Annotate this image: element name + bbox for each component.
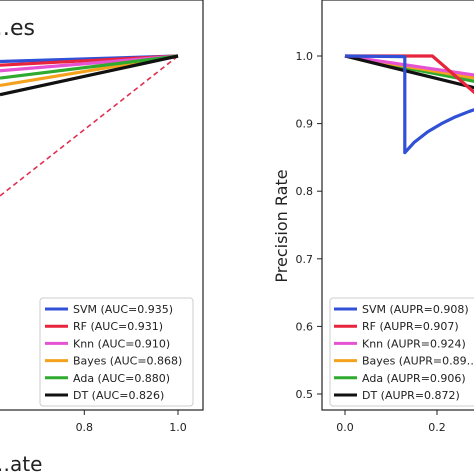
pr-y-tick-label: 1.0 xyxy=(296,50,314,63)
pr-y-tick-label: 0.8 xyxy=(296,185,314,198)
roc-legend-label-bayes: Bayes (AUC=0.868) xyxy=(73,355,182,368)
pr-y-ticks: 0.5 0.6 0.7 0.8 0.9 1.0 xyxy=(296,50,322,401)
roc-legend-label-dt: DT (AUC=0.826) xyxy=(73,389,164,402)
pr-legend-box xyxy=(329,297,474,407)
roc-legend-label-rf: RF (AUC=0.931) xyxy=(73,320,163,333)
roc-legend-box xyxy=(39,297,194,407)
pr-legend-label-knn: Knn (AUPR=0.924) xyxy=(362,337,466,350)
pr-y-tick-label: 0.6 xyxy=(296,320,314,333)
pr-x-ticks: 0.0 0.2 xyxy=(336,410,446,434)
pr-x-tick-label: 0.2 xyxy=(428,421,446,434)
roc-title: …es xyxy=(0,16,35,41)
pr-plot-area xyxy=(344,54,474,155)
roc-legend: SVM (AUC=0.935) RF (AUC=0.931) Knn (AUC=0.… xyxy=(39,297,194,407)
pr-legend-label-bayes: Bayes (AUPR=0.89… xyxy=(362,355,474,368)
pr-legend: SVM (AUPR=0.908) RF (AUPR=0.907) Knn (AUPR… xyxy=(329,297,474,407)
pr-x-tick-label: 0.0 xyxy=(336,421,354,434)
pr-legend-label-dt: DT (AUPR=0.872) xyxy=(362,389,460,402)
pr-line-svm xyxy=(344,54,474,155)
pr-y-axis-label: Precision Rate xyxy=(272,169,291,282)
roc-plot-area xyxy=(0,54,179,197)
pr-legend-label-svm: SVM (AUPR=0.908) xyxy=(362,303,469,316)
roc-legend-label-ada: Ada (AUC=0.880) xyxy=(73,372,170,385)
pr-legend-label-rf: RF (AUPR=0.907) xyxy=(362,320,459,333)
roc-x-tick-label: 0.8 xyxy=(76,421,94,434)
roc-x-tick-label: 1.0 xyxy=(169,421,187,434)
roc-chance-line xyxy=(0,55,179,197)
roc-line-ada xyxy=(0,54,179,80)
roc-axes-frame xyxy=(0,0,204,411)
roc-x-axis-label: …ate xyxy=(0,452,42,474)
roc-legend-label-svm: SVM (AUC=0.935) xyxy=(73,303,173,316)
pr-y-tick-label: 0.9 xyxy=(296,118,314,131)
pr-y-tick-label: 0.5 xyxy=(296,388,314,401)
roc-chart: …es 0.8 1.0 …ate SVM (AUC=0.935) RF (AUC=0… xyxy=(0,0,204,474)
pr-legend-label-ada: Ada (AUPR=0.906) xyxy=(362,372,466,385)
roc-line-dt xyxy=(0,54,179,97)
roc-legend-label-knn: Knn (AUC=0.910) xyxy=(73,337,170,350)
pr-y-tick-label: 0.7 xyxy=(296,253,314,266)
pr-axes-frame xyxy=(321,0,474,411)
pr-line-dt xyxy=(344,54,474,90)
roc-x-ticks: 0.8 1.0 xyxy=(76,410,187,434)
pr-chart: 0.5 0.6 0.7 0.8 0.9 1.0 0.0 0.2 Precision Rate… xyxy=(272,0,474,434)
